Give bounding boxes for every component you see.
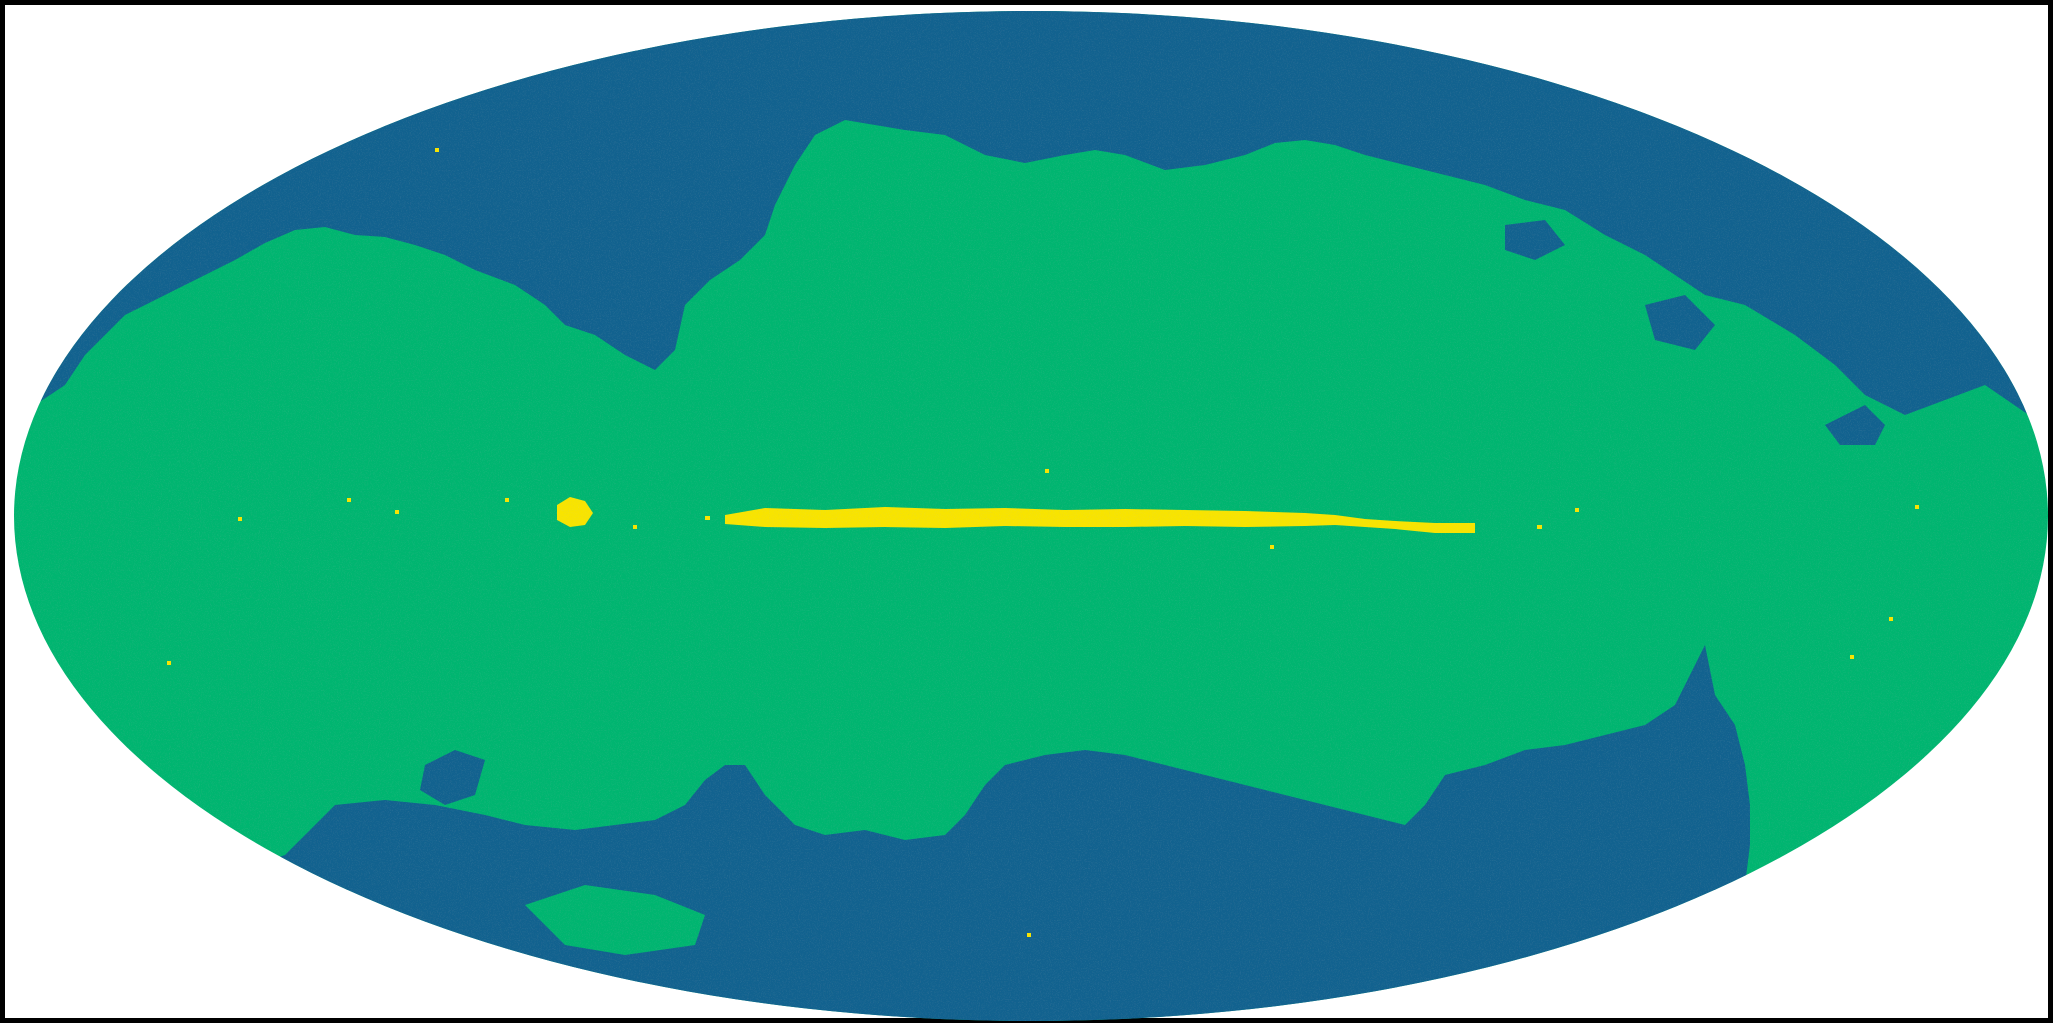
sky-map [14,11,2048,1021]
